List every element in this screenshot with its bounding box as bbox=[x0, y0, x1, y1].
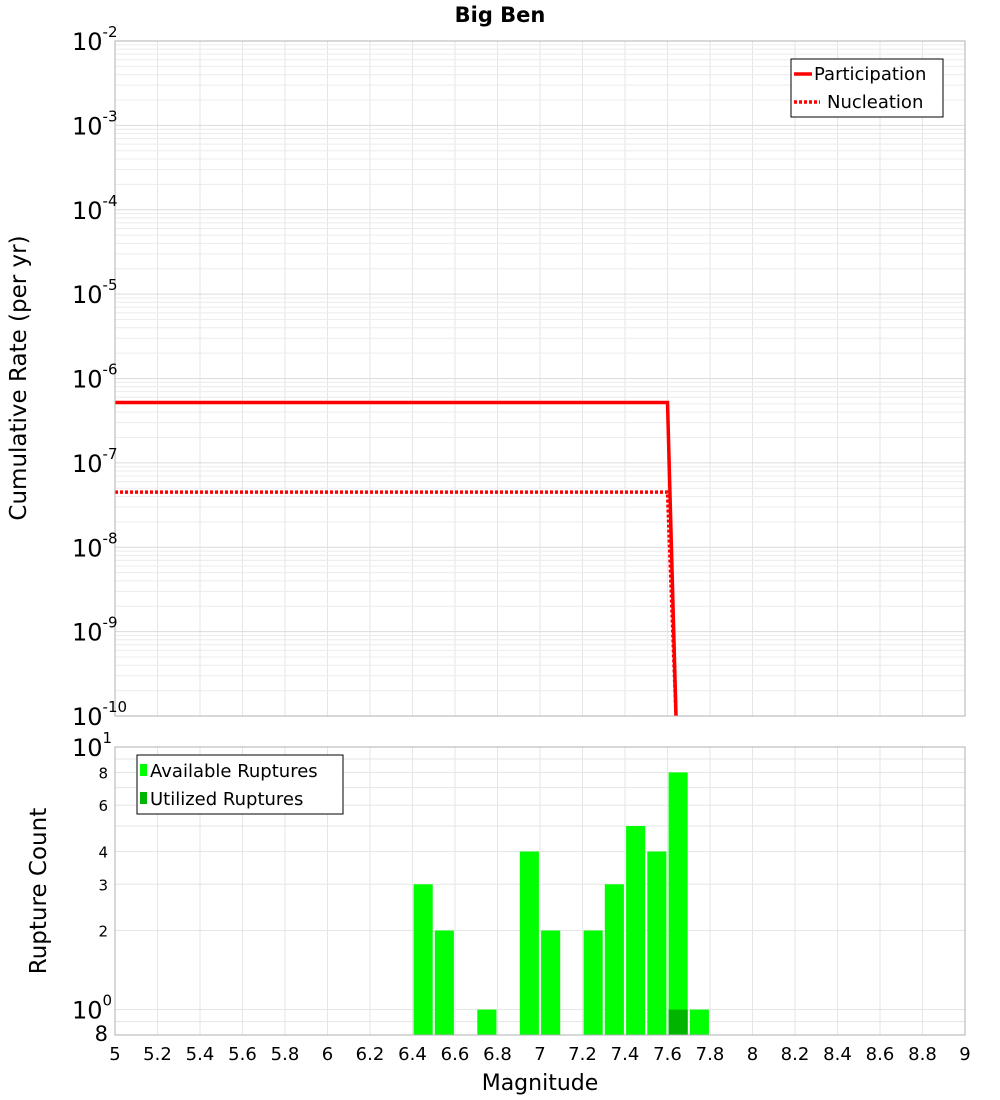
available-rupture-bar bbox=[541, 930, 561, 1035]
x-tick-label: 6.2 bbox=[356, 1044, 385, 1065]
x-tick-label: 6.8 bbox=[483, 1044, 512, 1065]
x-tick-label: 5.8 bbox=[271, 1044, 300, 1065]
top-y-tick-label: 10-10 bbox=[72, 698, 127, 731]
x-tick-label: 5.2 bbox=[143, 1044, 172, 1065]
x-tick-label: 8.8 bbox=[908, 1044, 937, 1065]
top-y-tick-label: 10-9 bbox=[72, 614, 118, 647]
x-tick-label: 6 bbox=[322, 1044, 333, 1065]
x-tick-label: 8 bbox=[747, 1044, 758, 1065]
available-rupture-bar bbox=[668, 772, 688, 1035]
x-tick-label: 7.8 bbox=[696, 1044, 725, 1065]
top-y-tick-label: 10-3 bbox=[72, 107, 118, 140]
utilized-rupture-bar bbox=[668, 1009, 688, 1035]
bottom-y-decade-label: 101 bbox=[72, 729, 112, 762]
bottom-y-tick-label: 8 bbox=[95, 1022, 108, 1046]
top-y-tick-label: 10-2 bbox=[72, 23, 118, 56]
legend-swatch-utilized bbox=[140, 792, 147, 804]
bottom-bars bbox=[413, 772, 709, 1035]
top-y-tick-label: 10-6 bbox=[72, 361, 118, 394]
x-tick-label: 7 bbox=[534, 1044, 545, 1065]
x-tick-label: 8.6 bbox=[866, 1044, 895, 1065]
top-legend: Participation Nucleation bbox=[790, 58, 944, 118]
top-y-tick-label: 10-8 bbox=[72, 529, 118, 562]
x-tick-label: 7.4 bbox=[611, 1044, 640, 1065]
bottom-y-tick-label: 2 bbox=[98, 923, 108, 941]
bottom-y-axis-label: Rupture Count bbox=[26, 808, 52, 974]
bottom-y-decade-label: 100 bbox=[72, 992, 112, 1025]
x-tick-label: 7.2 bbox=[568, 1044, 597, 1065]
available-rupture-bar bbox=[604, 884, 624, 1035]
available-rupture-bar bbox=[647, 851, 667, 1035]
bottom-y-tick-label: 8 bbox=[98, 764, 108, 782]
top-y-tick-label: 10-5 bbox=[72, 276, 118, 309]
top-y-tick-label: 10-4 bbox=[72, 192, 118, 225]
available-rupture-bar bbox=[519, 851, 539, 1035]
top-gridlines bbox=[114, 41, 966, 717]
x-axis-label: Magnitude bbox=[482, 1071, 599, 1096]
series-line-nucleation bbox=[115, 490, 678, 717]
legend-label-available: Available Ruptures bbox=[150, 761, 318, 782]
bottom-y-tick-label: 3 bbox=[98, 876, 108, 894]
bottom-y-tick-label: 4 bbox=[98, 843, 108, 861]
top-y-tick-labels: 10-2 10-3 10-4 10-5 10-6 10-7 10-8 10-9 10-10 bbox=[72, 23, 127, 731]
series-line-participation bbox=[115, 400, 678, 717]
x-tick-label: 5.6 bbox=[228, 1044, 257, 1065]
x-tick-label: 8.4 bbox=[823, 1044, 852, 1065]
x-tick-label: 5.4 bbox=[186, 1044, 215, 1065]
top-legend-box bbox=[790, 58, 944, 118]
legend-label-nucleation: Nucleation bbox=[827, 92, 923, 113]
bottom-y-tick-label: 6 bbox=[98, 797, 108, 815]
x-tick-label: 7.6 bbox=[653, 1044, 682, 1065]
bottom-legend: Available Ruptures Utilized Ruptures bbox=[136, 754, 344, 815]
legend-label-utilized: Utilized Ruptures bbox=[150, 789, 303, 810]
legend-swatch-available bbox=[140, 764, 147, 776]
x-tick-label: 8.2 bbox=[781, 1044, 810, 1065]
bottom-plot-frame bbox=[114, 746, 966, 1036]
legend-label-participation: Participation bbox=[814, 64, 926, 85]
available-rupture-bar bbox=[626, 826, 646, 1035]
top-plot-frame bbox=[114, 40, 966, 717]
x-tick-labels: 5 5.2 5.4 5.6 5.8 6 6.2 6.4 6.6 6.8 7 7.2 7.4 7.6 7.8 8… bbox=[109, 1044, 970, 1065]
available-rupture-bar bbox=[434, 930, 454, 1035]
top-y-axis-label: Cumulative Rate (per yr) bbox=[6, 235, 32, 520]
top-series bbox=[115, 400, 678, 717]
x-tick-label: 5 bbox=[109, 1044, 120, 1065]
available-rupture-bar bbox=[689, 1009, 709, 1035]
available-rupture-bar bbox=[413, 884, 433, 1035]
available-rupture-bar bbox=[477, 1009, 497, 1035]
bottom-legend-box bbox=[136, 754, 344, 815]
bottom-y-tick-labels: 8 6 4 3 2 8 101 100 bbox=[72, 729, 112, 1046]
top-y-tick-label: 10-7 bbox=[72, 445, 118, 478]
x-tick-label: 9 bbox=[959, 1044, 970, 1065]
chart-title: Big Ben bbox=[455, 3, 546, 27]
x-tick-label: 6.4 bbox=[398, 1044, 427, 1065]
available-rupture-bar bbox=[583, 930, 603, 1035]
x-tick-label: 6.6 bbox=[441, 1044, 470, 1065]
